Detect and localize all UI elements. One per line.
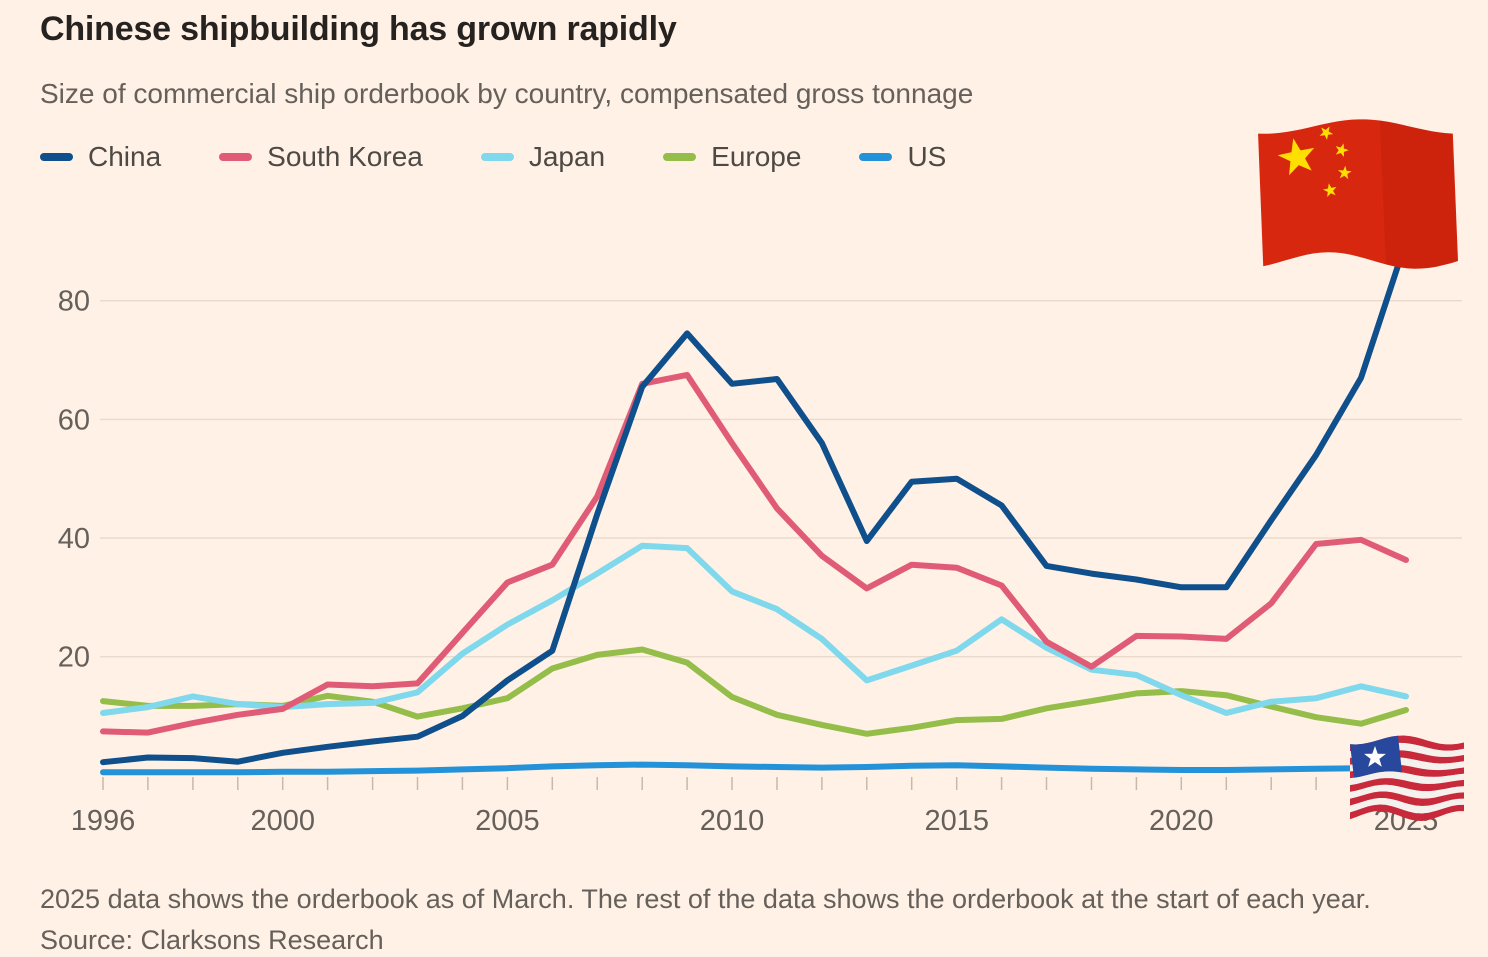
y-axis-labels: 20 40 60 80 xyxy=(58,286,90,674)
chart-footnote: 2025 data shows the orderbook as of Marc… xyxy=(40,884,1371,914)
legend-swatch-europe xyxy=(663,153,697,161)
gridlines xyxy=(100,300,1462,658)
legend-swatch-china xyxy=(40,153,73,161)
liberia-flag-stripe-9 xyxy=(1350,791,1464,806)
liberia-flag-stripe-10 xyxy=(1350,798,1464,814)
y-axis-label-40: 40 xyxy=(58,523,90,555)
legend-label-south-korea: South Korea xyxy=(267,141,423,172)
legend-swatch-us xyxy=(859,153,893,161)
legend-item-japan: Japan xyxy=(480,141,606,173)
china-flag-fold-shade xyxy=(1379,120,1458,269)
china-flag-icon xyxy=(1258,119,1458,269)
x-axis-label-2020: 2020 xyxy=(1149,805,1214,837)
legend-label-china: China xyxy=(88,141,162,172)
liberia-flag-star xyxy=(1364,746,1386,767)
china-flag-small-star-2 xyxy=(1335,143,1349,158)
chart-source: Source: Clarksons Research xyxy=(40,925,384,955)
legend-item-south-korea: South Korea xyxy=(219,141,423,173)
x-axis-label-1996: 1996 xyxy=(71,805,136,837)
x-axis-label-2005: 2005 xyxy=(475,805,540,837)
liberia-flag-stripe-1 xyxy=(1350,735,1464,752)
liberia-flag-stripe-6 xyxy=(1350,771,1464,786)
series-line-japan xyxy=(100,542,1409,716)
legend-item-europe: Europe xyxy=(663,141,801,173)
x-axis-ticks xyxy=(102,777,1407,790)
china-flag-small-star-1 xyxy=(1319,126,1334,140)
liberia-flag-stripe-8 xyxy=(1350,784,1464,799)
legend-item-china: China xyxy=(40,141,161,173)
series-line-us xyxy=(100,761,1409,776)
china-flag-small-star-3 xyxy=(1338,165,1352,180)
legend-swatch-japan xyxy=(480,153,514,161)
china-flag-big-star xyxy=(1277,138,1315,176)
chart-subtitle: Size of commercial ship orderbook by cou… xyxy=(40,78,974,109)
legend-swatch-south-korea xyxy=(219,153,253,161)
y-axis-label-80: 80 xyxy=(58,286,90,318)
y-axis-label-20: 20 xyxy=(58,642,90,674)
liberia-flag-icon xyxy=(1350,735,1464,821)
liberia-flag-stripe-7 xyxy=(1350,778,1464,792)
chart-title: Chinese shipbuilding has grown rapidly xyxy=(40,10,677,48)
series-line-china xyxy=(100,238,1409,766)
legend-label-japan: Japan xyxy=(528,141,606,172)
x-axis-label-2010: 2010 xyxy=(700,805,765,837)
x-axis-label-2000: 2000 xyxy=(250,805,315,837)
x-axis-labels: 1996 2000 2005 2010 2015 2020 2025 xyxy=(71,805,1439,837)
china-flag-small-star-4 xyxy=(1322,183,1337,198)
series-lines xyxy=(100,238,1409,776)
series-line-south-korea xyxy=(100,371,1409,736)
legend: China South Korea Japan Europe US xyxy=(40,141,946,173)
liberia-flag-stripe-11 xyxy=(1350,804,1464,821)
legend-item-us: US xyxy=(859,141,946,173)
series-line-europe xyxy=(100,646,1409,737)
y-axis-label-60: 60 xyxy=(58,404,90,436)
china-flag-cloth xyxy=(1258,119,1458,269)
legend-label-europe: Europe xyxy=(711,141,802,172)
x-axis-label-2015: 2015 xyxy=(924,805,989,837)
legend-label-us: US xyxy=(907,141,947,172)
